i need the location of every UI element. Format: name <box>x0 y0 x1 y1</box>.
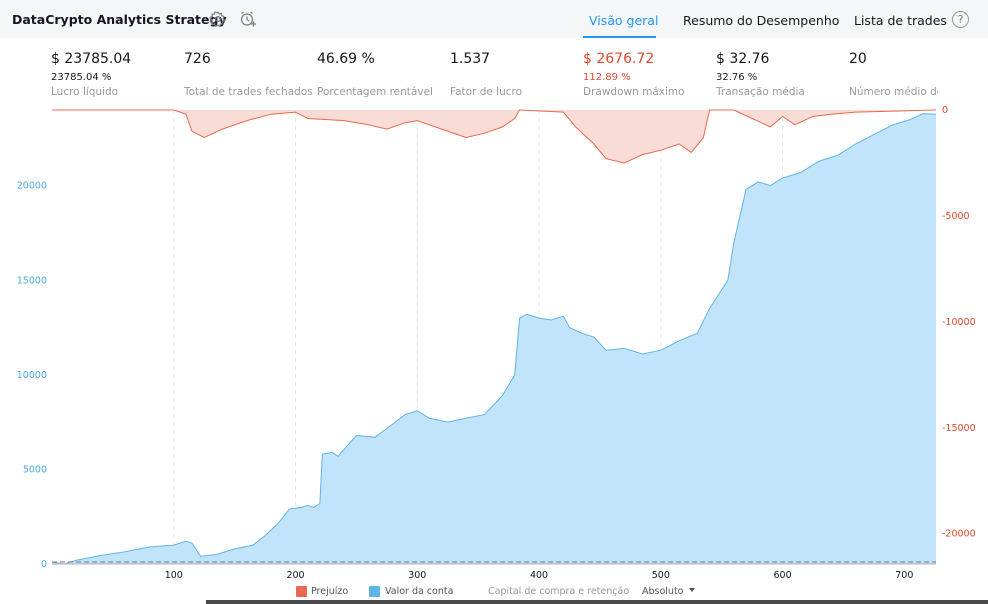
stat-label: Transação média <box>716 86 805 98</box>
legend-buy-hold-label[interactable]: Capital de compra e retenção <box>488 586 630 597</box>
stat-sub: 112.89 % <box>583 72 631 83</box>
stat-sub <box>450 71 583 85</box>
stat-label: Fator de lucro <box>450 86 523 98</box>
stat-sub: 32.76 % <box>716 72 758 83</box>
stats-bar: $ 23785.04 23785.04 % Lucro líquido 726 … <box>0 40 938 106</box>
drawdown-line <box>52 109 937 164</box>
legend-equity-label[interactable]: Valor da conta <box>385 586 454 597</box>
right-tick-label: -15000 <box>942 423 976 434</box>
stat-total-trades: 726 Total de trades fechados <box>184 50 317 99</box>
stat-label: Drawdown máximo <box>583 86 685 98</box>
strategy-title: DataCrypto Analytics Strategy <box>12 12 227 27</box>
left-tick-label: 0 <box>41 559 47 570</box>
equity-drawdown-chart: 0 5000 10000 15000 20000 0 -5000 -10000 -15000 -2… <box>17 106 976 581</box>
left-tick-label: 5000 <box>23 464 47 475</box>
x-tick-label: 600 <box>774 570 792 581</box>
right-tick-label: -5000 <box>942 211 970 222</box>
stat-sub: 23785.04 % <box>51 72 112 83</box>
tab-performance-summary[interactable]: Resumo do Desempenho <box>683 13 840 28</box>
stat-net-profit: $ 23785.04 23785.04 % Lucro líquido <box>51 50 184 99</box>
header: DataCrypto Analytics Strategy Visão gera… <box>0 0 988 38</box>
x-tick-label: 100 <box>165 570 183 581</box>
equity-area <box>52 113 936 565</box>
stat-sub <box>317 71 450 85</box>
stat-value: 1.537 <box>450 51 491 67</box>
x-tick-label: 300 <box>408 570 426 581</box>
x-tick-label: 500 <box>652 570 670 581</box>
x-tick-label: 400 <box>530 570 548 581</box>
scale-mode-label: Absoluto <box>642 586 684 597</box>
scale-mode-dropdown[interactable]: Absoluto <box>642 585 695 599</box>
stat-sub <box>184 71 317 85</box>
stat-label: Número médio de <box>849 86 938 98</box>
left-tick-label: 15000 <box>17 275 47 286</box>
chevron-down-icon <box>688 588 695 592</box>
stat-value: $ 2676.72 <box>583 51 655 67</box>
right-tick-label: -10000 <box>942 317 976 328</box>
stat-max-drawdown: $ 2676.72 112.89 % Drawdown máximo <box>583 50 716 99</box>
stat-avg-bars: 20 Número médio de <box>849 50 938 99</box>
stat-value: 726 <box>184 51 211 67</box>
right-tick-label: 0 <box>942 106 948 116</box>
stat-avg-trade: $ 32.76 32.76 % Transação média <box>716 50 849 99</box>
tab-trades-list[interactable]: Lista de trades <box>854 13 947 28</box>
stat-sub <box>849 71 938 85</box>
tab-overview[interactable]: Visão geral <box>589 13 659 28</box>
left-tick-label: 10000 <box>17 370 47 381</box>
legend-drawdown-label[interactable]: Prejuízo <box>311 586 349 597</box>
right-tick-label: -20000 <box>942 529 976 540</box>
help-icon[interactable]: ? <box>952 11 969 28</box>
stat-label: Lucro líquido <box>51 86 119 98</box>
drawdown-swatch[interactable] <box>296 586 307 597</box>
stat-value: $ 32.76 <box>716 51 770 67</box>
x-tick-label: 200 <box>286 570 304 581</box>
equity-swatch[interactable] <box>369 586 380 597</box>
stat-value: 20 <box>849 51 867 67</box>
stat-percent-profitable: 46.69 % Porcentagem rentável <box>317 50 450 99</box>
stat-label: Total de trades fechados <box>184 86 313 98</box>
alarm-add-icon[interactable] <box>239 10 257 28</box>
active-tab-indicator <box>583 36 656 38</box>
stat-value: 46.69 % <box>317 51 375 67</box>
drawdown-area <box>52 110 936 163</box>
stat-label: Porcentagem rentável <box>317 86 433 98</box>
equity-line <box>51 113 937 565</box>
bottom-scroll-bar <box>206 600 988 604</box>
gear-icon[interactable] <box>209 10 227 28</box>
x-tick-label: 700 <box>895 570 913 581</box>
stat-profit-factor: 1.537 Fator de lucro <box>450 50 583 99</box>
left-tick-label: 20000 <box>17 181 47 192</box>
stat-value: $ 23785.04 <box>51 51 132 67</box>
